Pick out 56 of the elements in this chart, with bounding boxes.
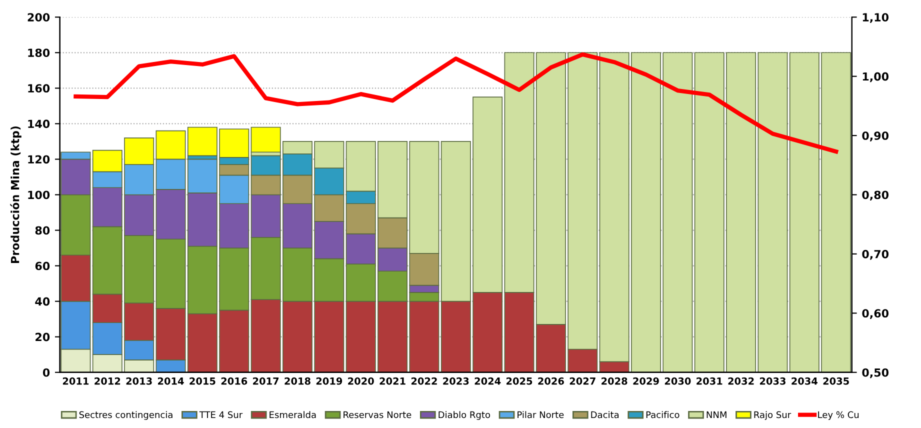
legend-label: Rajo Sur: [754, 411, 792, 420]
legend-label: Ley % Cu: [818, 411, 859, 420]
x-tick-label: 2016: [221, 377, 248, 385]
line-series: [74, 52, 838, 154]
y-tick-label: 140: [28, 120, 50, 128]
x-tick-label: 2021: [380, 377, 406, 385]
x-tick-label: 2012: [94, 377, 120, 385]
y2-tick-label: 0,90: [862, 132, 889, 142]
y-tick-label: 0: [42, 368, 50, 377]
y-tick-label: 180: [28, 48, 50, 58]
legend-label: NNM: [706, 411, 726, 418]
x-tick-label: 2030: [664, 377, 691, 385]
y2-tick-label: 1,10: [862, 13, 889, 23]
y-axis-title: Producción Mina (ktp): [10, 126, 22, 263]
x-tick-label: 2024: [474, 377, 501, 385]
y2-tick-label: 0,50: [862, 368, 889, 378]
x-tick-label: 2031: [696, 377, 722, 385]
x-tick-label: 2027: [570, 377, 596, 385]
legend-label: Esmeralda: [270, 411, 316, 418]
y-tick-label: 120: [28, 155, 50, 164]
x-tick-label: 2033: [760, 377, 786, 385]
y-tick-label: 20: [36, 332, 50, 342]
x-tick-label: 2015: [190, 377, 216, 385]
legend-label: Reservas Norte: [344, 411, 412, 418]
x-tick-label: 2026: [538, 377, 564, 385]
legend-label: Sectres contingencia: [79, 411, 172, 420]
x-tick-label: 2014: [158, 377, 184, 385]
x-tick-label: 2023: [443, 377, 469, 385]
x-tick-label: 2011: [62, 377, 89, 385]
y2-tick-label: 0,80: [862, 190, 889, 201]
y-tick-label: 160: [28, 84, 50, 93]
x-tick-label: 2020: [348, 377, 374, 385]
x-tick-label: 2029: [633, 377, 659, 385]
x-tick-label: 2017: [253, 377, 279, 385]
y-tick-label: 40: [35, 297, 50, 306]
y2-tick-label: 0,60: [862, 309, 889, 319]
y-tick-label: 100: [28, 190, 50, 200]
y-tick-label: 60: [35, 262, 50, 270]
x-tick-label: 2013: [126, 377, 152, 385]
legend-label: Diablo Rgto: [438, 411, 490, 420]
x-tick-label: 2022: [411, 377, 437, 385]
x-tick-label: 2025: [506, 377, 532, 385]
legend-label: Pilar Norte: [518, 411, 564, 418]
legend-label: Pacifico: [646, 411, 680, 418]
y2-tick-label: 1,00: [862, 72, 889, 82]
x-tick-label: 2032: [728, 377, 754, 385]
legend-label: Dacita: [591, 411, 619, 418]
x-tick-label: 2018: [284, 377, 310, 385]
x-tick-label: 2019: [316, 377, 342, 385]
y-tick-label: 200: [28, 13, 50, 22]
x-tick-label: 2028: [602, 377, 628, 385]
x-tick-label: 2034: [792, 377, 818, 385]
y-tick-label: 80: [35, 226, 50, 235]
legend-label: TTE 4 Sur: [199, 411, 243, 418]
y2-tick-label: 0,70: [862, 250, 889, 260]
x-tick-label: 2035: [823, 377, 849, 385]
